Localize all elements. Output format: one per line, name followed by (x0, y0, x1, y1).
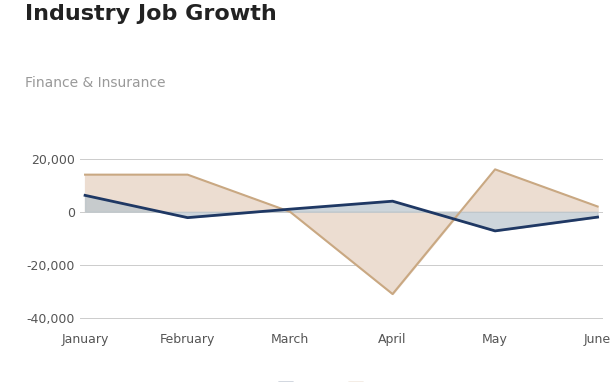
Text: Finance & Insurance: Finance & Insurance (25, 76, 165, 91)
Text: Industry Job Growth: Industry Job Growth (25, 4, 276, 24)
Legend: 2021, 2020: 2021, 2020 (274, 377, 409, 382)
